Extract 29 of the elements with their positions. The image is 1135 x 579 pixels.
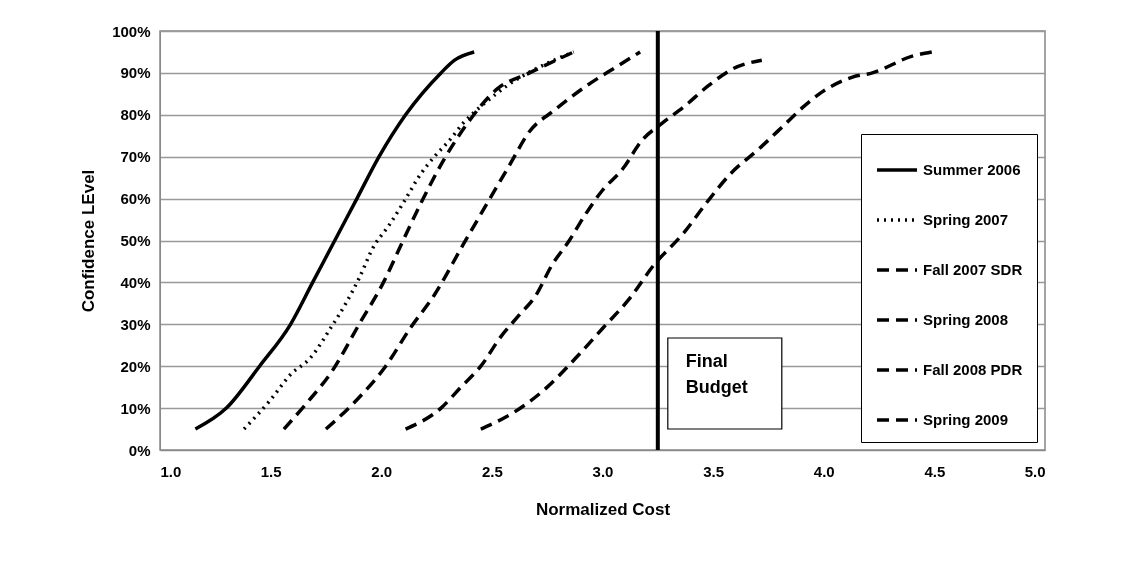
- y-tick-label: 40%: [120, 273, 151, 291]
- x-tick-label: 1.5: [260, 462, 282, 480]
- x-tick-label: 5.0: [1024, 462, 1046, 480]
- y-tick-label: 10%: [120, 399, 151, 417]
- x-tick-label: 4.5: [924, 462, 946, 480]
- y-tick-label: 0%: [128, 441, 151, 459]
- ref-line-label: Final Budget: [685, 351, 748, 397]
- legend-label: Fall 2008 PDR: [923, 361, 1023, 378]
- y-tick-label: 70%: [120, 148, 151, 166]
- x-tick-label: 2.5: [481, 462, 503, 480]
- legend-label: Spring 2007: [923, 211, 1009, 228]
- x-tick-label: 4.0: [813, 462, 835, 480]
- y-tick-label: 80%: [120, 106, 151, 124]
- x-tick-label: 2.0: [371, 462, 393, 480]
- legend-label: Fall 2007 SDR: [923, 261, 1023, 278]
- legend-label: Spring 2009: [923, 411, 1009, 428]
- legend-label: Spring 2008: [923, 311, 1009, 328]
- x-tick-label: 3.0: [592, 462, 614, 480]
- legend-label: Summer 2006: [923, 161, 1021, 178]
- y-tick-label: 30%: [120, 315, 151, 333]
- y-tick-label: 20%: [120, 357, 151, 375]
- x-tick-label: 3.5: [703, 462, 725, 480]
- y-tick-label: 90%: [120, 64, 151, 82]
- y-tick-label: 50%: [120, 232, 151, 249]
- x-axis-title: Normalized Cost: [535, 499, 671, 519]
- y-axis-title: Confidence LEvel: [79, 169, 99, 313]
- x-tick-label: 1.0: [160, 462, 182, 480]
- y-tick-label: 60%: [120, 190, 151, 208]
- y-tick-label: 100%: [112, 22, 151, 40]
